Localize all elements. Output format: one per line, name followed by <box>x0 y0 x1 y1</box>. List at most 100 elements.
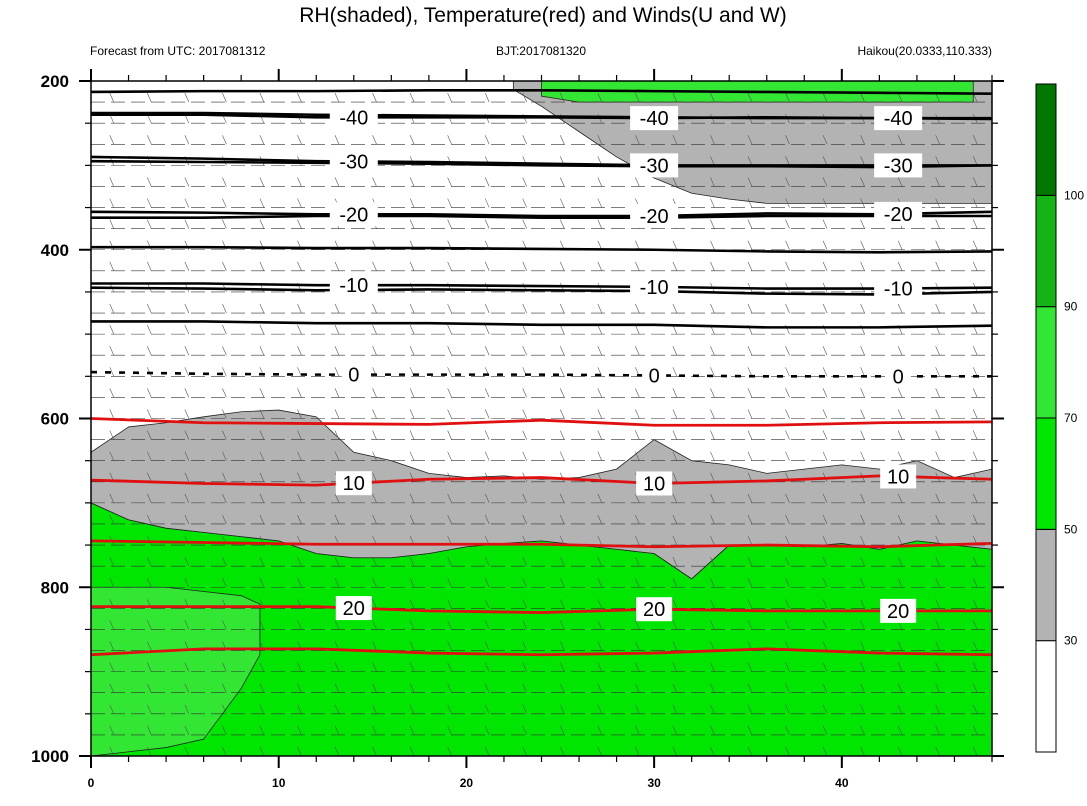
wind-barb <box>672 388 678 398</box>
wind-barb <box>447 177 452 187</box>
wind-barb <box>935 683 940 693</box>
wind-barb <box>147 641 152 651</box>
wind-barb <box>297 704 302 714</box>
wind-barb <box>785 367 790 377</box>
wind-barb <box>635 725 640 736</box>
wind-barb <box>672 578 678 588</box>
wind-barb <box>747 430 753 440</box>
colorbar-label: 100 <box>1064 188 1084 202</box>
valid-time: BJT:2017081320 <box>496 44 586 58</box>
wind-barb <box>147 346 152 356</box>
contour-label-box <box>341 362 366 387</box>
wind-barb <box>372 451 377 461</box>
temperature-contour-4 <box>91 370 992 378</box>
wind-barb <box>334 388 340 398</box>
wind-barb <box>747 367 753 377</box>
wind-barb <box>147 704 152 714</box>
wind-barb <box>860 388 865 398</box>
wind-barb <box>222 367 227 377</box>
wind-barb <box>747 219 753 229</box>
wind-barb <box>222 557 227 567</box>
wind-barb <box>935 578 940 588</box>
wind-barb <box>447 219 452 229</box>
wind-barb <box>259 451 265 461</box>
wind-barb <box>147 261 152 271</box>
contour-label-box <box>880 598 917 623</box>
wind-barb <box>297 409 302 419</box>
colorbar-box <box>1035 528 1057 642</box>
wind-barb <box>935 367 940 377</box>
wind-barb <box>860 219 865 229</box>
wind-barb <box>935 599 940 609</box>
wind-barb <box>559 303 565 314</box>
wind-barb <box>597 219 603 229</box>
wind-barb <box>710 578 715 588</box>
wind-barb <box>484 409 490 419</box>
wind-barb <box>597 303 603 314</box>
wind-barb <box>785 409 790 419</box>
wind-barb <box>259 725 265 736</box>
wind-barb <box>522 409 528 419</box>
wind-barb <box>559 662 565 672</box>
wind-barb <box>297 662 302 672</box>
wind-barb <box>109 177 115 187</box>
wind-barb <box>334 92 340 103</box>
wind-barb <box>972 578 978 588</box>
wind-barb <box>109 430 115 440</box>
wind-barb <box>710 557 715 567</box>
wind-barb <box>972 156 978 166</box>
wind-barb <box>672 599 678 609</box>
wind-barb <box>109 325 115 335</box>
wind-barb <box>297 557 302 567</box>
wind-barb <box>522 620 528 630</box>
wind-barb <box>409 641 415 651</box>
wind-barb <box>597 704 603 714</box>
wind-barb <box>897 240 903 250</box>
wind-barb <box>447 430 452 440</box>
wind-barb <box>484 683 490 693</box>
wind-barb <box>372 725 377 736</box>
wind-barb <box>109 557 115 567</box>
wind-barb <box>597 346 603 356</box>
wind-barb <box>747 704 753 714</box>
wind-barb <box>897 746 903 756</box>
isopleth-contour-6 <box>91 320 992 329</box>
wind-barb <box>109 303 115 314</box>
wind-barb <box>297 177 302 187</box>
wind-barb <box>522 599 528 609</box>
x-tick-label: 10 <box>272 776 286 790</box>
wind-barb <box>522 704 528 714</box>
wind-barb <box>559 620 565 630</box>
wind-barb <box>860 409 865 419</box>
wind-barb <box>785 261 790 271</box>
wind-barb <box>409 704 415 714</box>
wind-barb <box>484 451 490 461</box>
wind-barb <box>897 641 903 651</box>
wind-barb <box>184 367 190 377</box>
wind-barb <box>484 641 490 651</box>
wind-barb <box>597 325 603 335</box>
contour-label: -30 <box>640 155 669 177</box>
wind-barb <box>184 472 190 482</box>
wind-barb <box>559 493 565 503</box>
wind-barb <box>409 346 415 356</box>
wind-barb <box>334 704 340 714</box>
wind-barb <box>785 303 790 314</box>
wind-barb <box>822 557 828 567</box>
wind-barb <box>597 198 603 208</box>
wind-barb <box>635 346 640 356</box>
wind-barb <box>184 557 190 567</box>
wind-barb <box>222 430 227 440</box>
wind-barb <box>409 430 415 440</box>
contour-label: -10 <box>640 277 669 299</box>
wind-barb <box>447 746 452 756</box>
wind-barb <box>785 156 790 166</box>
wind-barb <box>597 409 603 419</box>
wind-barb <box>147 514 152 525</box>
wind-barb <box>860 346 865 356</box>
wind-barb <box>259 472 265 482</box>
wind-barb <box>822 367 828 377</box>
wind-barb <box>259 578 265 588</box>
